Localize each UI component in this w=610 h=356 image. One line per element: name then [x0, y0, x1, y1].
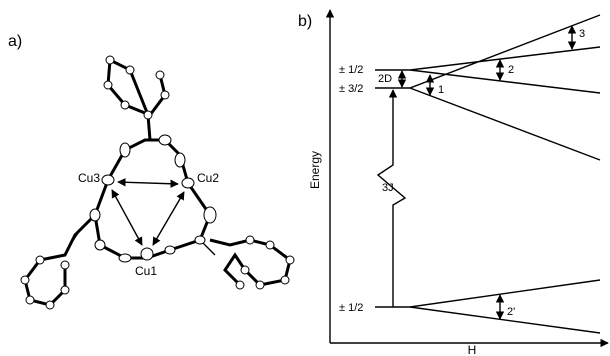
transition-label: 1 — [438, 84, 444, 96]
transition-label: 2 — [508, 64, 514, 76]
level-label: ± 3/2 — [339, 83, 363, 95]
atom-label: Cu2 — [197, 171, 219, 185]
molecule — [21, 56, 294, 309]
panel-label: b) — [298, 13, 312, 30]
gap-label: 2D — [378, 73, 392, 85]
panel-b: b) Energy H ± 1/2 ± 3/2 ± 1/2 2D 3J 1 2 … — [298, 10, 608, 356]
level-label: ± 1/2 — [339, 64, 363, 76]
x-axis-label: H — [468, 343, 477, 356]
panel-a: a) Cu3 Cu2 Cu1 — [8, 33, 294, 309]
atom-label: Cu1 — [135, 264, 157, 278]
gap-label: 3J — [382, 182, 394, 194]
atom-label: Cu3 — [78, 171, 100, 185]
figure: a) Cu3 Cu2 Cu1 b) Energy H ± 1/2 ± 3/2 ±… — [0, 0, 610, 356]
transition-label: 2' — [507, 306, 515, 318]
y-axis-label: Energy — [308, 151, 322, 189]
panel-label: a) — [8, 33, 22, 50]
level-label: ± 1/2 — [339, 302, 363, 314]
transition-label: 3 — [579, 28, 585, 40]
